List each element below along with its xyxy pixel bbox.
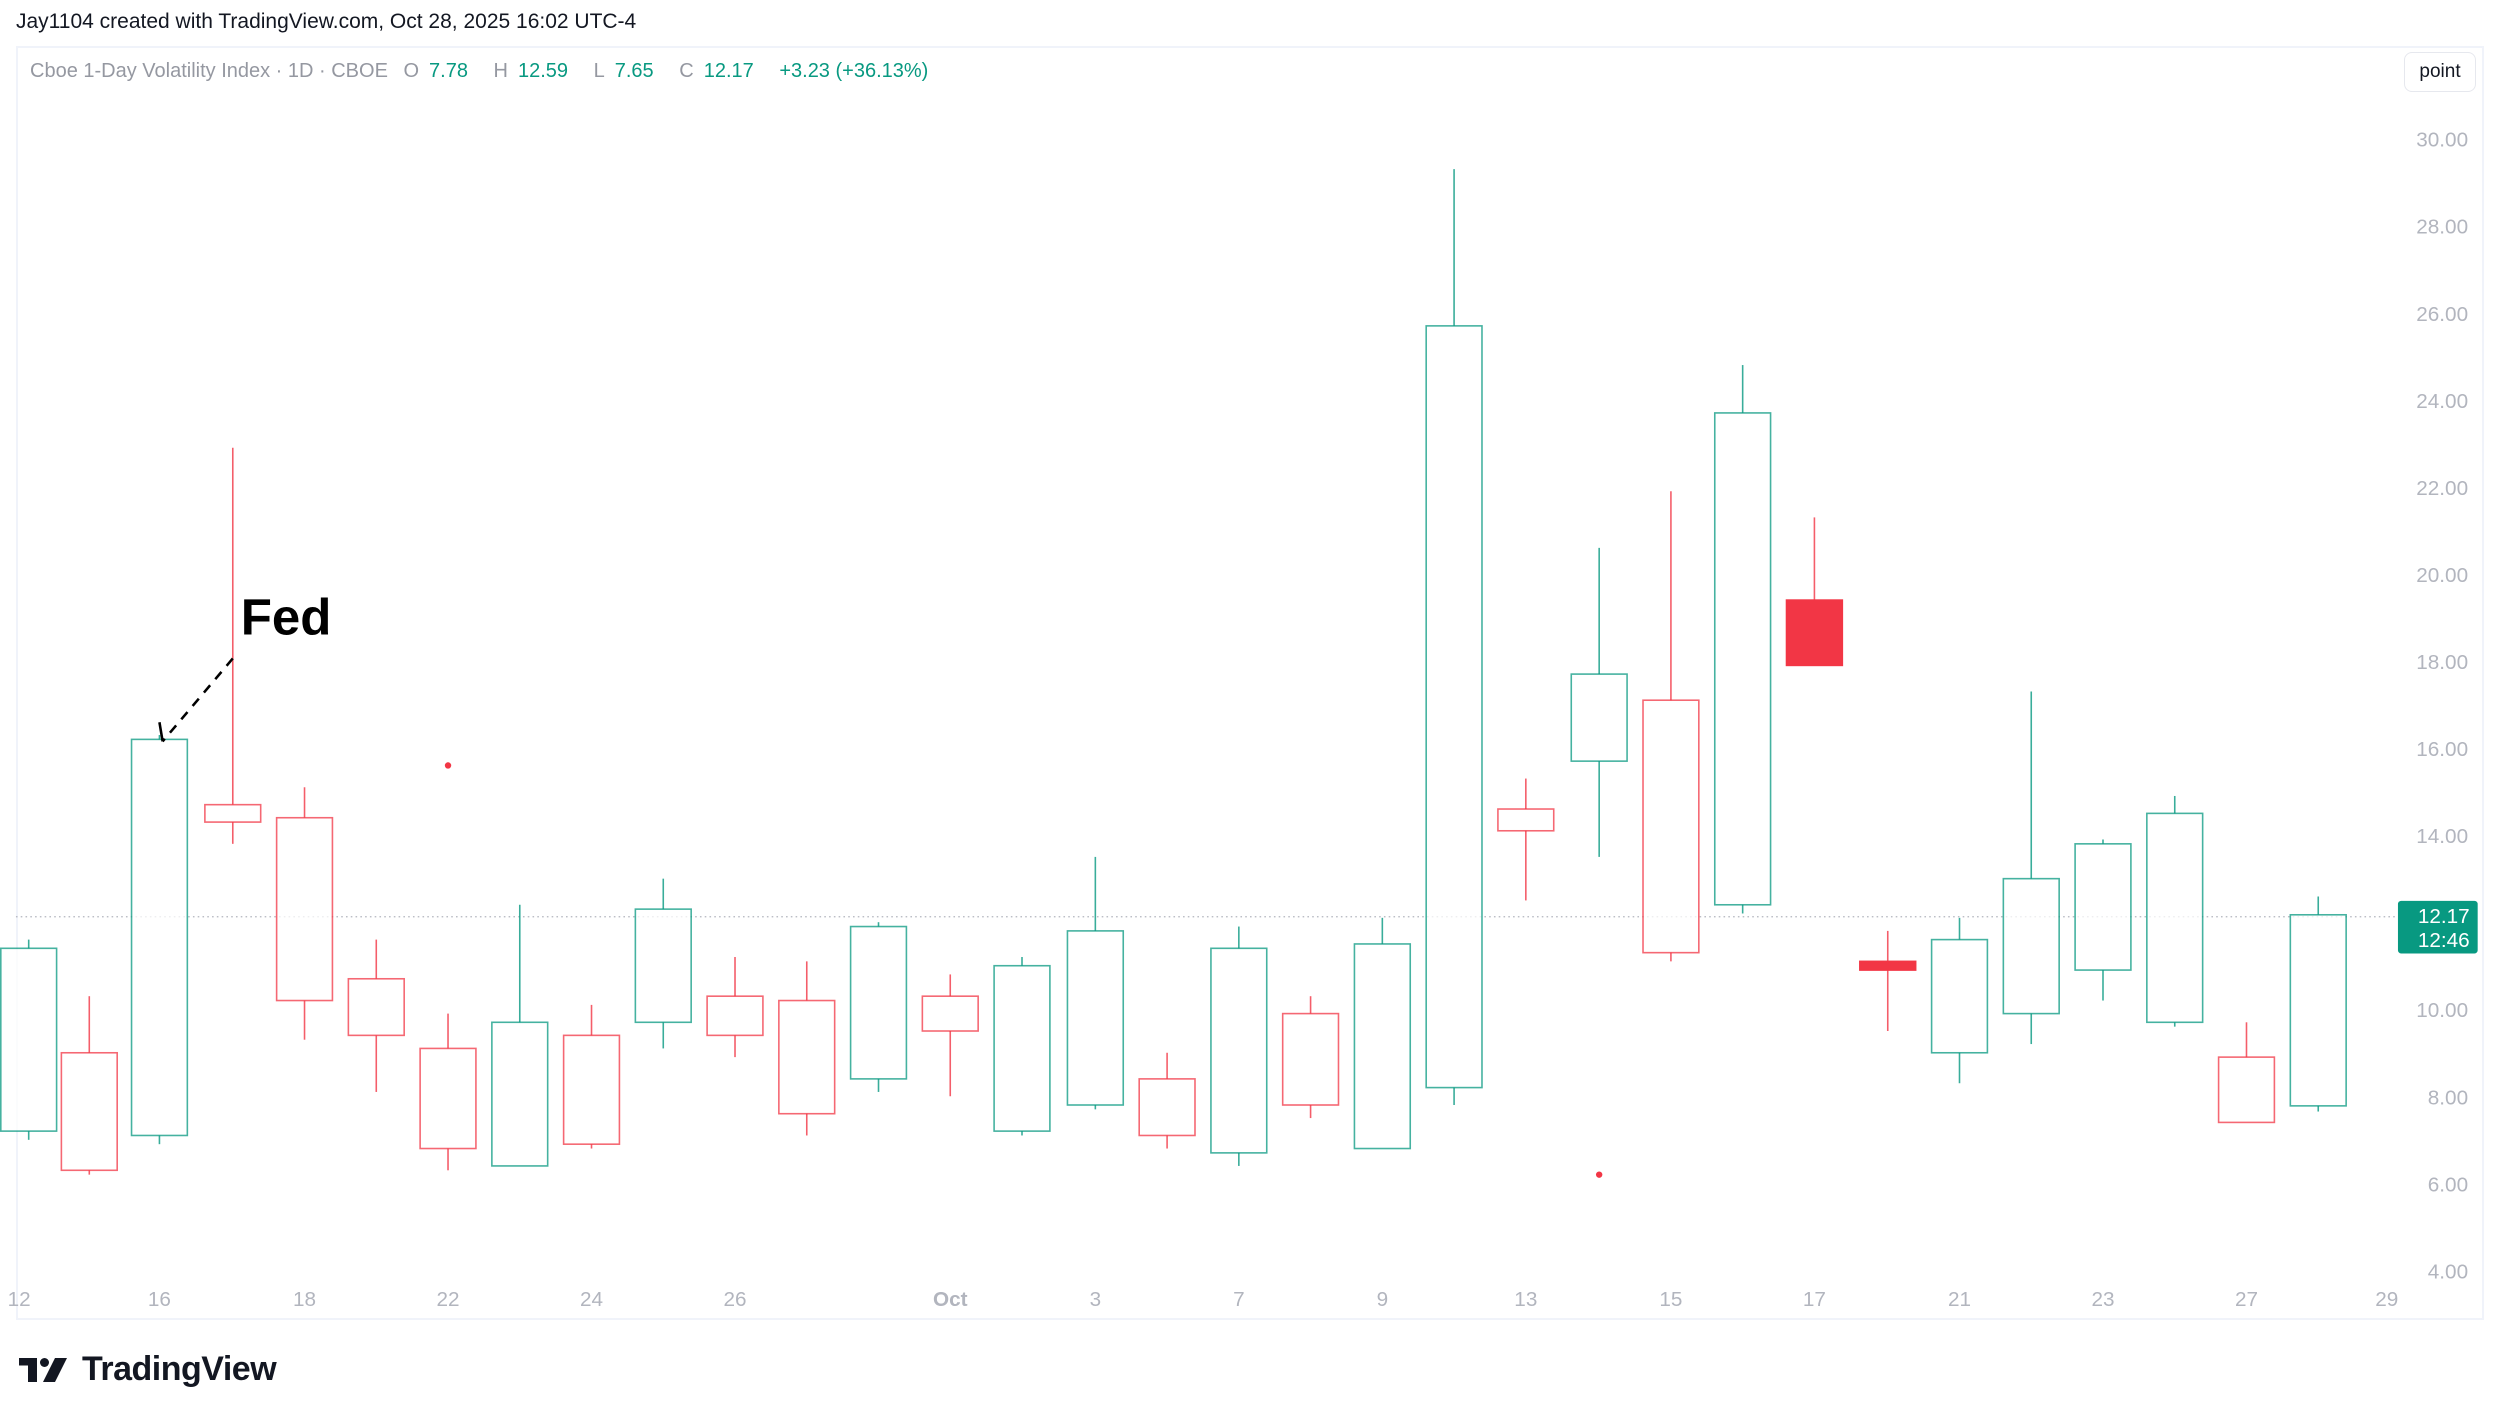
candle[interactable] bbox=[778, 961, 836, 1136]
time-tick: 15 bbox=[1659, 1288, 1682, 1311]
candle[interactable] bbox=[204, 447, 262, 844]
time-tick: Oct bbox=[933, 1288, 968, 1311]
time-tick: 17 bbox=[1803, 1288, 1826, 1311]
candle[interactable] bbox=[2146, 795, 2204, 1027]
price-tick: 16.00 bbox=[2416, 738, 2468, 761]
candle[interactable] bbox=[921, 974, 979, 1097]
change-value: +3.23 (+36.13%) bbox=[779, 60, 929, 82]
svg-text:12:46: 12:46 bbox=[2418, 929, 2470, 952]
price-axis[interactable]: 30.00 28.00 26.00 24.00 22.00 20.00 18.00 16.00… bbox=[2416, 129, 2468, 1284]
candle[interactable] bbox=[419, 1013, 477, 1171]
time-tick: 26 bbox=[723, 1288, 746, 1311]
candle[interactable] bbox=[60, 996, 118, 1175]
price-tick: 24.00 bbox=[2416, 390, 2468, 413]
scale-unit-button[interactable]: point bbox=[2404, 52, 2476, 92]
open-value: O 7.78 bbox=[403, 60, 468, 82]
time-tick: 7 bbox=[1233, 1288, 1245, 1311]
time-tick: 23 bbox=[2091, 1288, 2114, 1311]
time-tick: 21 bbox=[1948, 1288, 1971, 1311]
candle[interactable] bbox=[1859, 930, 1917, 1032]
candle[interactable] bbox=[1210, 926, 1268, 1166]
low-value: L 7.65 bbox=[593, 60, 654, 82]
candle[interactable] bbox=[2217, 1022, 2276, 1124]
candle[interactable] bbox=[130, 735, 189, 1145]
candle[interactable] bbox=[347, 939, 405, 1092]
candle[interactable] bbox=[849, 922, 908, 1092]
candle[interactable] bbox=[1497, 778, 1555, 901]
time-axis[interactable]: 12 16 18 22 24 26 Oct 3 7 9 13 15 17 21 23 27 29 bbox=[8, 1288, 2399, 1311]
time-tick: 27 bbox=[2235, 1288, 2258, 1311]
markers bbox=[444, 762, 1603, 1178]
signal-dot bbox=[444, 762, 452, 769]
candle[interactable] bbox=[706, 957, 764, 1058]
time-tick: 13 bbox=[1514, 1288, 1537, 1311]
candles bbox=[0, 169, 2347, 1175]
tradingview-logo[interactable]: TradingView bbox=[18, 1350, 277, 1389]
candle[interactable] bbox=[1138, 1052, 1196, 1149]
close-value: C 12.17 bbox=[679, 60, 754, 82]
candle[interactable] bbox=[1713, 365, 1772, 914]
candle[interactable] bbox=[562, 1004, 621, 1149]
annotation-text: Fed bbox=[241, 589, 332, 646]
candle[interactable] bbox=[491, 904, 549, 1167]
price-tick: 8.00 bbox=[2428, 1086, 2468, 1109]
candle[interactable] bbox=[0, 939, 58, 1140]
candle[interactable] bbox=[1281, 996, 1340, 1119]
candle[interactable] bbox=[634, 878, 692, 1049]
candle[interactable] bbox=[2289, 896, 2347, 1112]
time-tick: 24 bbox=[580, 1288, 603, 1311]
price-tick: 4.00 bbox=[2428, 1260, 2468, 1283]
annotation-arrow bbox=[161, 657, 234, 743]
price-tick: 20.00 bbox=[2416, 564, 2468, 587]
price-tick: 10.00 bbox=[2416, 999, 2468, 1022]
high-value: H 12.59 bbox=[493, 60, 569, 82]
candle[interactable] bbox=[1066, 856, 1125, 1110]
price-tick: 28.00 bbox=[2416, 216, 2468, 239]
price-tick: 6.00 bbox=[2428, 1173, 2468, 1196]
tradingview-logo-icon bbox=[19, 1357, 67, 1382]
chart-frame bbox=[16, 46, 2484, 1320]
fed-annotation[interactable]: Fed bbox=[158, 589, 332, 743]
price-tick: 22.00 bbox=[2416, 477, 2468, 500]
price-tick: 14.00 bbox=[2416, 825, 2468, 848]
time-tick: 29 bbox=[2375, 1288, 2398, 1311]
candle[interactable] bbox=[2002, 691, 2060, 1045]
time-tick: 12 bbox=[8, 1288, 31, 1311]
price-tick: 26.00 bbox=[2416, 303, 2468, 326]
candle[interactable] bbox=[1570, 547, 1628, 857]
time-tick: 16 bbox=[148, 1288, 171, 1311]
candle[interactable] bbox=[1930, 917, 1989, 1084]
candle[interactable] bbox=[1785, 517, 1844, 667]
candle[interactable] bbox=[275, 787, 334, 1040]
chart-credit: Jay1104 created with TradingView.com, Oc… bbox=[16, 10, 637, 33]
price-badge: 12.17 12:46 bbox=[2397, 900, 2478, 954]
candle[interactable] bbox=[1642, 491, 1700, 962]
candle[interactable] bbox=[2074, 839, 2132, 1001]
signal-dot bbox=[1595, 1171, 1603, 1178]
price-tick: 18.00 bbox=[2416, 651, 2468, 674]
time-tick: 22 bbox=[436, 1288, 459, 1311]
time-tick: 18 bbox=[293, 1288, 316, 1311]
candle[interactable] bbox=[1353, 917, 1412, 1150]
symbol-legend: Cboe 1-Day Volatility Index · 1D · CBOE … bbox=[30, 60, 938, 83]
time-tick: 3 bbox=[1090, 1288, 1102, 1311]
price-tick: 30.00 bbox=[2416, 129, 2468, 152]
annotation-arrowhead bbox=[158, 722, 164, 742]
time-tick: 9 bbox=[1377, 1288, 1389, 1311]
candle[interactable] bbox=[993, 957, 1051, 1136]
symbol-name[interactable]: Cboe 1-Day Volatility Index · 1D · CBOE bbox=[30, 60, 388, 82]
tradingview-logo-text: TradingView bbox=[82, 1350, 277, 1388]
candle[interactable] bbox=[1425, 169, 1483, 1106]
svg-text:12.17: 12.17 bbox=[2418, 905, 2470, 928]
